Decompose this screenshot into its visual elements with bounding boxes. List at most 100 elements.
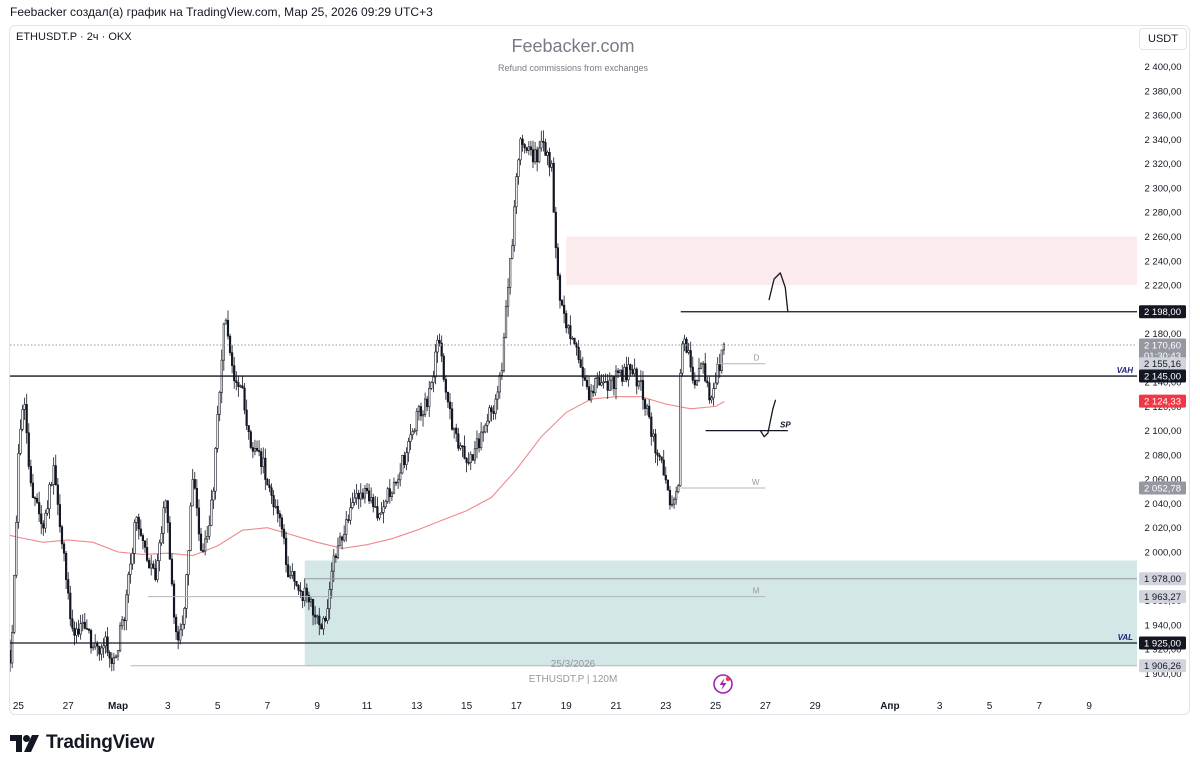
candle xyxy=(112,652,115,671)
candle xyxy=(563,295,566,324)
candle xyxy=(25,393,28,444)
candle-body xyxy=(54,465,57,486)
candle xyxy=(158,539,161,572)
candle xyxy=(266,478,269,486)
candle-body xyxy=(239,385,242,388)
candle xyxy=(517,158,520,185)
candle xyxy=(488,404,491,424)
time-tick-label: 19 xyxy=(561,701,573,712)
candle xyxy=(316,614,319,624)
candle xyxy=(529,140,533,156)
candle xyxy=(664,466,667,484)
candle xyxy=(710,395,713,404)
candle-body xyxy=(187,550,190,576)
candle-body xyxy=(606,381,609,391)
candle xyxy=(513,200,516,252)
candle-body xyxy=(664,474,667,481)
candle-body xyxy=(708,382,711,401)
candle-body xyxy=(257,450,261,452)
candle-body xyxy=(658,454,661,458)
time-tick-label: 13 xyxy=(411,701,423,712)
candle-body xyxy=(697,367,701,381)
candle xyxy=(204,530,207,556)
candle-body xyxy=(307,594,311,603)
time-tick-label: 29 xyxy=(810,701,822,712)
time-axis[interactable]: 25 27 Мар 3 5 7 9 11 13 15 17 19 21 23 25 27 29 Апр 3 5 7 9 xyxy=(13,701,1092,712)
candle xyxy=(722,342,725,355)
candle xyxy=(633,358,636,377)
candle-body xyxy=(423,398,427,416)
candle-body xyxy=(79,623,82,635)
candle-body xyxy=(189,505,192,551)
candle-body xyxy=(679,372,682,487)
candle-body xyxy=(154,567,157,580)
candle xyxy=(552,157,555,213)
candle xyxy=(150,555,153,576)
candle xyxy=(378,512,381,521)
candle xyxy=(133,519,136,564)
candle xyxy=(189,502,192,552)
candle-body xyxy=(542,140,545,143)
symbol-legend[interactable]: ETHUSDT.P · 2ч · OKX xyxy=(16,31,132,43)
time-tick-label: 17 xyxy=(511,701,523,712)
candle xyxy=(19,419,22,456)
candle-body xyxy=(170,558,174,585)
candle-body xyxy=(222,323,225,361)
moving-average-layer xyxy=(10,396,725,557)
price-tick-label: 2 080,00 xyxy=(1145,450,1182,461)
candle-body xyxy=(695,380,699,386)
currency-button[interactable]: USDT xyxy=(1139,28,1187,50)
candle xyxy=(672,496,676,509)
candle-body xyxy=(629,364,632,370)
candle xyxy=(504,299,508,339)
candle-body xyxy=(646,405,649,409)
candle-body xyxy=(482,431,485,434)
footer-logo[interactable]: TradingView xyxy=(10,732,155,754)
candle xyxy=(231,344,234,374)
candle xyxy=(193,471,196,490)
candle xyxy=(228,333,232,356)
candle xyxy=(397,474,400,489)
candle-body xyxy=(643,399,647,409)
candle xyxy=(536,146,539,172)
candle-body xyxy=(289,575,292,578)
watermark-subtitle: Refund commissions from exchanges xyxy=(497,63,649,73)
candle xyxy=(486,413,489,433)
candle xyxy=(461,445,464,458)
candle-body xyxy=(121,619,124,627)
candle xyxy=(695,379,699,387)
candle xyxy=(409,423,412,451)
candle-body xyxy=(1,598,3,621)
candle-body xyxy=(262,457,265,467)
candle-body xyxy=(104,636,107,647)
candle-body xyxy=(702,363,705,365)
candle-body xyxy=(517,159,520,177)
candle xyxy=(627,357,630,387)
candle-body xyxy=(116,650,120,657)
candle-body xyxy=(237,382,240,387)
lightning-replay-icon[interactable] xyxy=(713,674,733,694)
candle-body xyxy=(666,479,669,491)
candle-body xyxy=(102,645,105,649)
candle xyxy=(85,619,88,630)
candle-body xyxy=(573,337,576,345)
candle xyxy=(102,638,105,658)
candle-body xyxy=(129,563,132,575)
candle xyxy=(453,427,456,439)
moving-average-line xyxy=(10,396,725,557)
candle xyxy=(272,490,275,516)
price-tick-label: 2 400,00 xyxy=(1145,62,1182,73)
candle xyxy=(716,357,719,386)
candle xyxy=(27,423,30,470)
candle xyxy=(5,644,7,661)
candle-body xyxy=(108,652,111,659)
candle-body xyxy=(417,406,420,412)
candle xyxy=(75,622,78,644)
candle xyxy=(484,423,487,434)
candle-body xyxy=(587,386,591,401)
level-1906-tag-label: 1 906,26 xyxy=(1144,661,1181,672)
candle-body xyxy=(148,560,151,569)
time-tick-label: 9 xyxy=(1086,701,1092,712)
